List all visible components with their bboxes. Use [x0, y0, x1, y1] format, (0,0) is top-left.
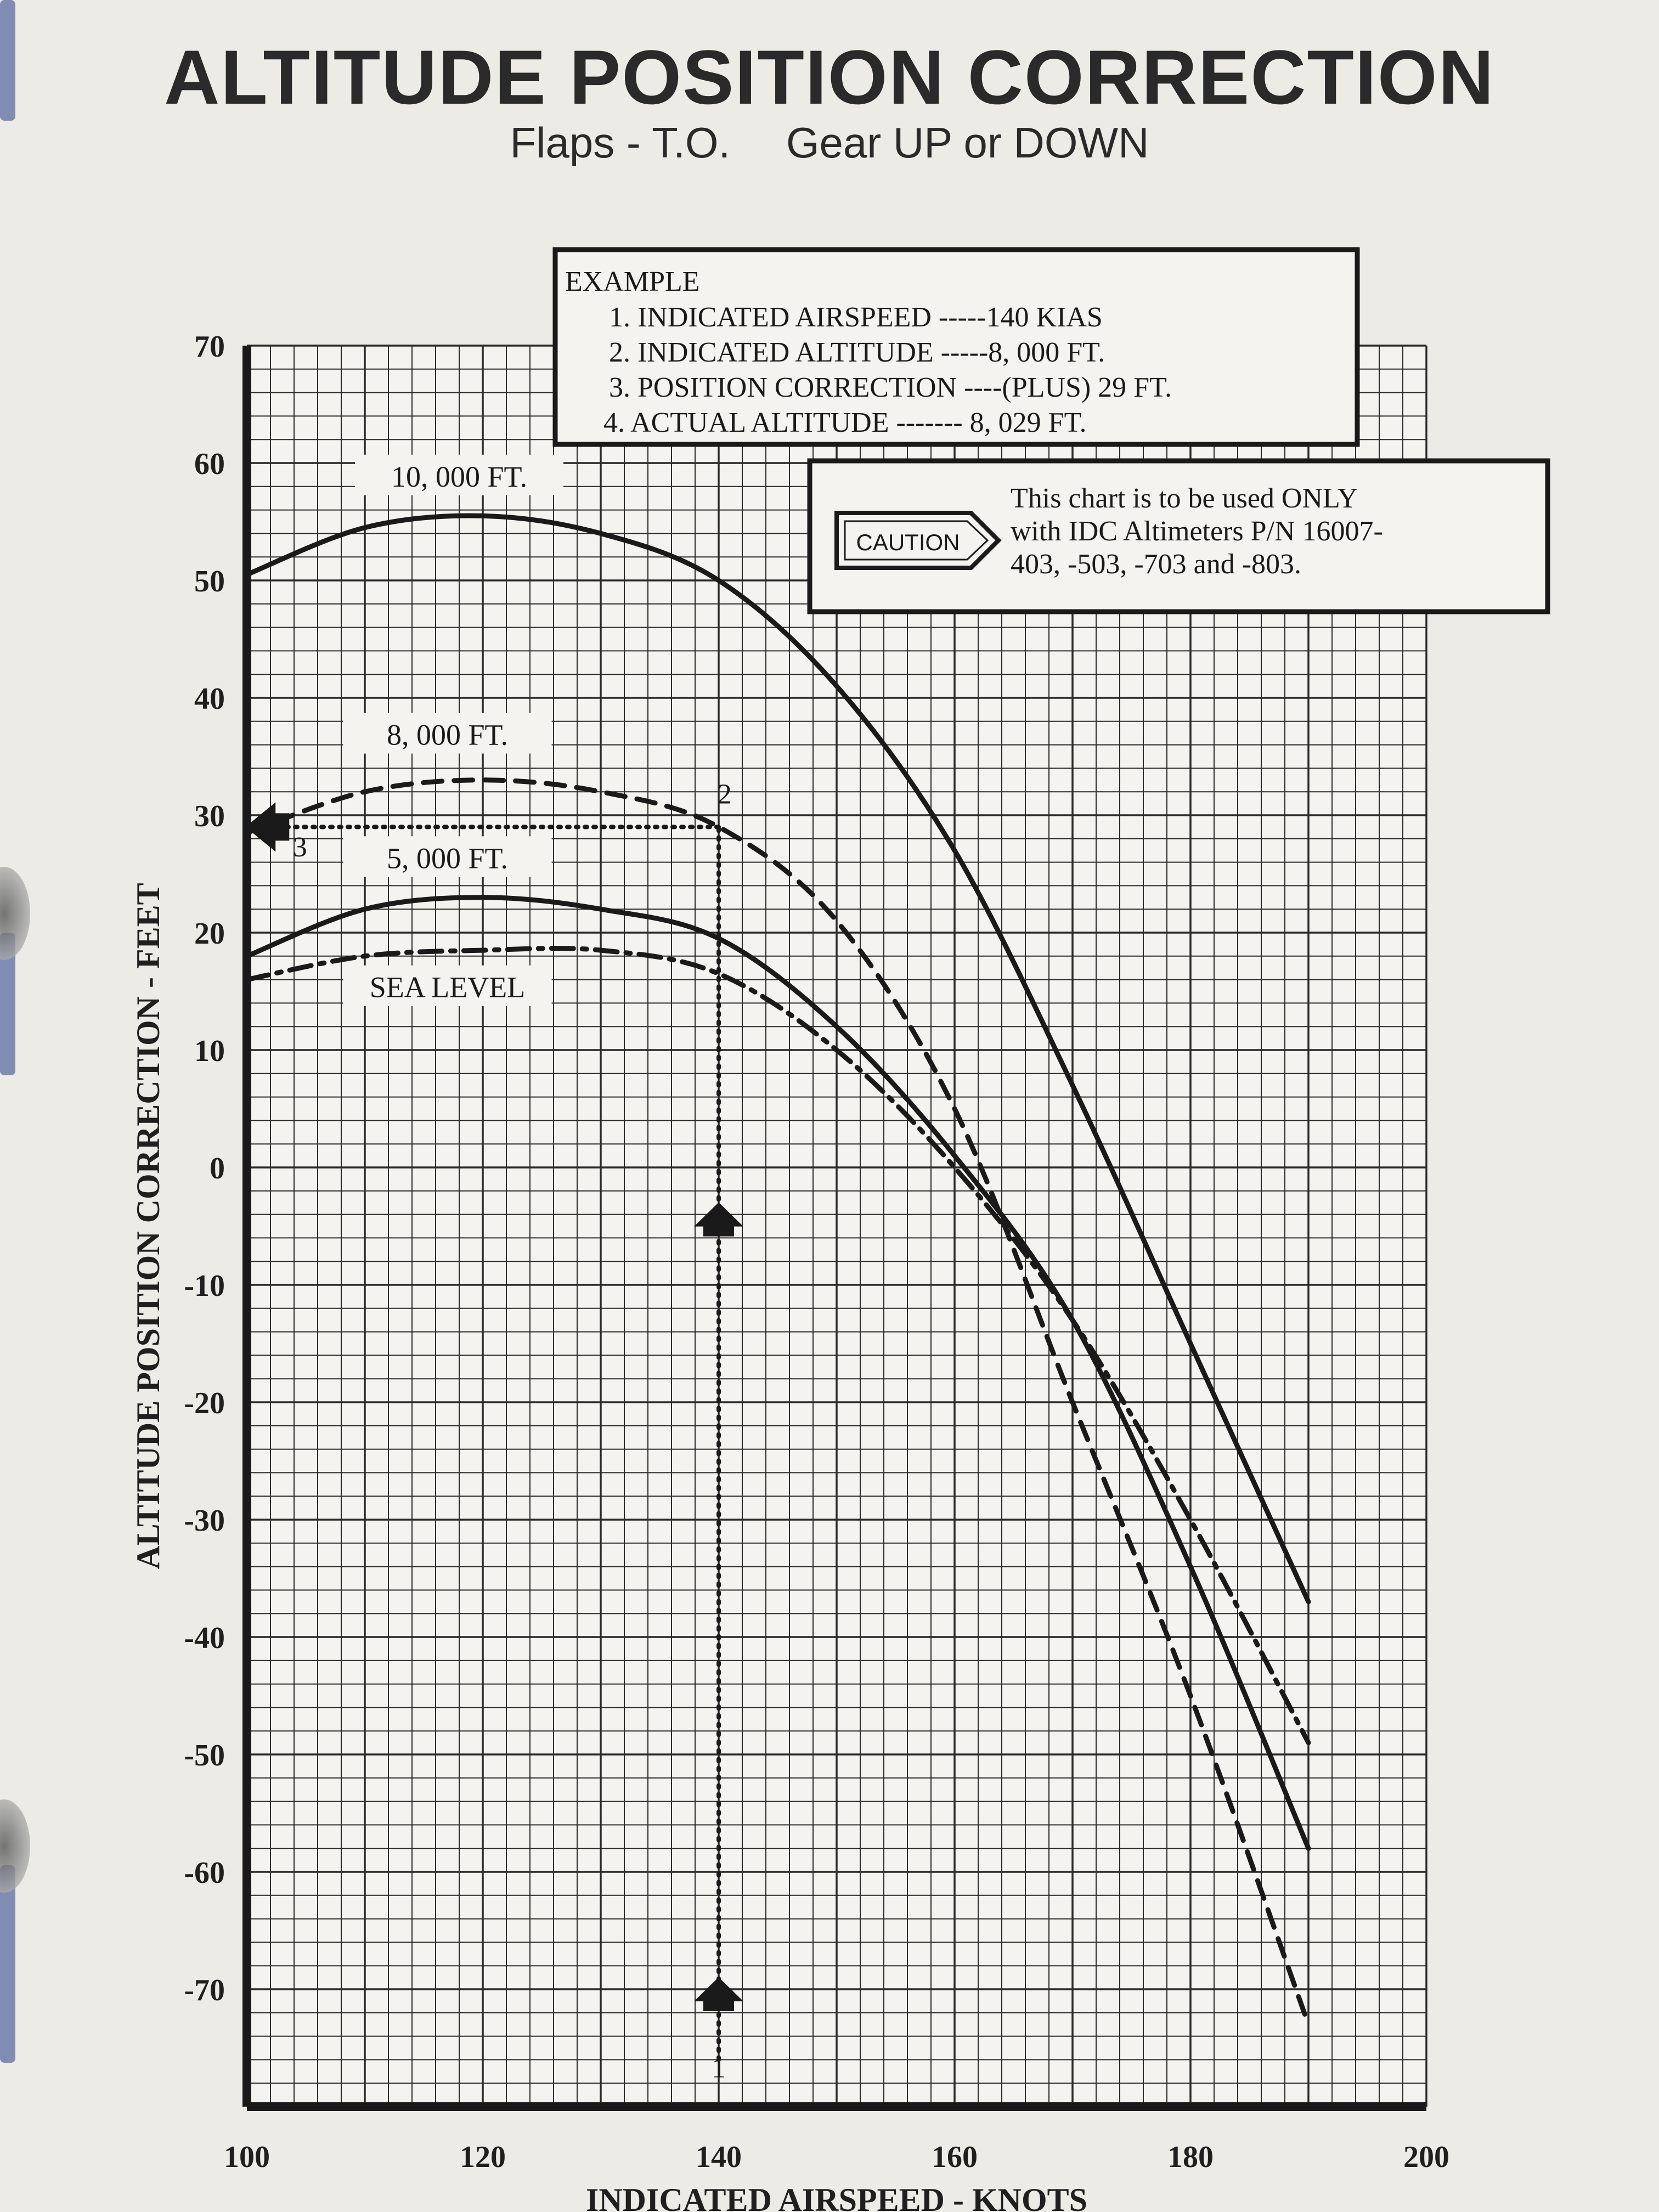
series-label: 10, 000 FT.: [391, 460, 527, 493]
y-axis-label: ALTITUDE POSITION CORRECTION - FEET: [130, 883, 166, 1569]
caution-badge: CAUTION: [856, 529, 960, 555]
y-tick-label: -60: [184, 1856, 225, 1890]
page-subtitle: Flaps - T.O. Gear UP or DOWN: [0, 118, 1659, 168]
y-tick-label: -50: [184, 1739, 225, 1773]
x-tick-label: 160: [932, 2140, 978, 2174]
y-tick-label: -40: [184, 1621, 225, 1655]
example-marker-3: 3: [293, 832, 307, 863]
y-tick-label: 60: [194, 447, 225, 481]
y-tick-label: 0: [210, 1152, 225, 1186]
example-box-frame: [552, 247, 1360, 447]
series-line-sea-level: [244, 946, 1311, 1746]
series-label: SEA LEVEL: [370, 971, 525, 1004]
series-line-8-000-ft: [244, 777, 1311, 2027]
example-line-4: 4. ACTUAL ALTITUDE ------- 8, 029 FT.: [603, 407, 1087, 438]
example-box: EXAMPLE 1. INDICATED AIRSPEED -----140 KI…: [552, 247, 1360, 447]
example-marker-1: 1: [712, 2053, 726, 2084]
y-tick-label: -30: [184, 1504, 225, 1538]
x-tick-label: 180: [1167, 2140, 1214, 2174]
example-arrow-up-bottom: [694, 1977, 743, 2011]
example-line-3: 3. POSITION CORRECTION ----(PLUS) 29 FT.: [609, 372, 1172, 403]
series-label: 5, 000 FT.: [387, 842, 508, 874]
series-line-5-000-ft: [244, 895, 1311, 1851]
example-marker-2: 2: [718, 779, 732, 810]
y-tick-label: 10: [194, 1034, 225, 1068]
y-tick-label: 20: [194, 917, 225, 951]
y-tick-label: 50: [194, 565, 225, 599]
x-tick-label: 120: [460, 2140, 506, 2174]
chart-curves: [244, 513, 1311, 2027]
chart-ticks: 100 120 140 160 180 200706050403020100-10-20-…: [130, 330, 1449, 2212]
x-axis-label: INDICATED AIRSPEED - KNOTS: [586, 2182, 1087, 2212]
example-arrow-up-middle: [694, 1202, 743, 1237]
series-label-bg: [343, 965, 552, 1006]
x-tick-label: 200: [1403, 2140, 1449, 2174]
y-tick-label: 40: [194, 682, 225, 716]
example-path: 1 2 3: [245, 779, 743, 2084]
chart-grid: [246, 345, 1427, 2108]
caution-line-3: 403, -503, -703 and -803.: [1011, 549, 1301, 580]
caution-line-1: This chart is to be used ONLY: [1011, 483, 1358, 514]
y-tick-label: -20: [184, 1386, 225, 1420]
series-label-bg: [343, 713, 552, 754]
caution-badge-inner: [844, 520, 989, 561]
x-tick-label: 100: [224, 2140, 270, 2174]
example-heading: EXAMPLE: [565, 266, 700, 297]
series-line-10-000-ft: [244, 513, 1311, 1605]
example-arrow-left: [245, 802, 290, 852]
y-tick-label: 30: [194, 799, 225, 833]
example-line-1: 1. INDICATED AIRSPEED -----140 KIAS: [609, 302, 1103, 333]
x-tick-label: 140: [696, 2140, 742, 2174]
chart-labels: 10, 000 FT. 8, 000 FT. 5, 000 FT. SEA LEVEL: [343, 454, 563, 1006]
binder-edge-shadow: [0, 1865, 15, 2063]
example-line-2: 2. INDICATED ALTITUDE -----8, 000 FT.: [609, 337, 1105, 368]
series-label: 8, 000 FT.: [387, 719, 508, 752]
subtitle-flaps: Flaps - T.O.: [510, 119, 731, 167]
series-label-bg: [355, 454, 563, 495]
caution-line-2: with IDC Altimeters P/N 16007-: [1011, 516, 1383, 547]
subtitle-gear: Gear UP or DOWN: [786, 119, 1149, 167]
y-tick-label: 70: [194, 330, 225, 364]
page-title: ALTITUDE POSITION CORRECTION: [164, 34, 1495, 120]
chart-axes: [242, 346, 1426, 2111]
series-label-bg: [343, 836, 552, 877]
binder-edge-shadow: [0, 0, 15, 121]
caution-box: CAUTION This chart is to be used ONLYwith…: [807, 458, 1550, 614]
caution-badge-outline: [834, 511, 1002, 570]
y-tick-label: -10: [184, 1269, 225, 1303]
y-tick-label: -70: [184, 1973, 225, 2007]
